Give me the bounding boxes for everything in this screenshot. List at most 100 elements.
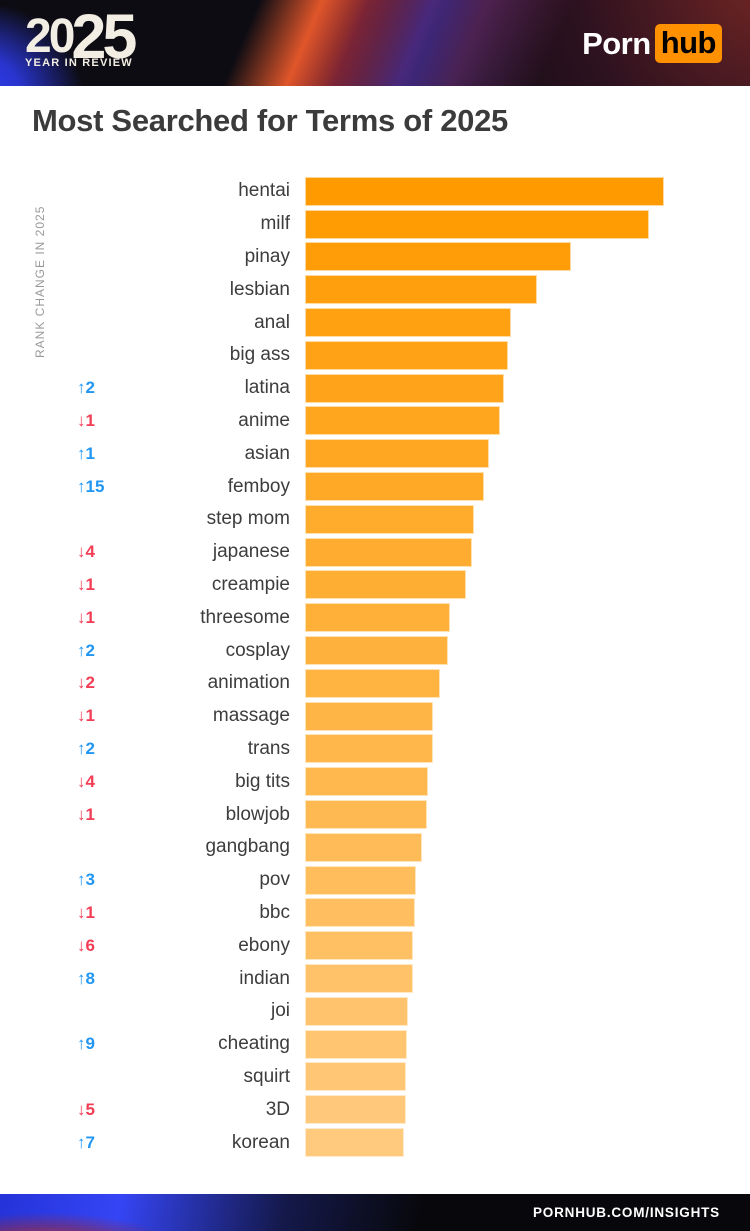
table-row: big ass bbox=[0, 339, 750, 372]
table-row: ↑9 cheating bbox=[0, 1028, 750, 1061]
term-bar bbox=[305, 1095, 406, 1125]
term-bar bbox=[305, 603, 451, 633]
term-bar bbox=[305, 734, 434, 764]
term-bar bbox=[305, 832, 423, 862]
term-label: indian bbox=[239, 967, 290, 989]
term-bar bbox=[305, 439, 490, 469]
term-bar bbox=[305, 537, 472, 567]
footer-banner: PORNHUB.COM/INSIGHTS bbox=[0, 1194, 750, 1231]
rank-change-indicator: ↑15 bbox=[77, 476, 105, 496]
table-row: ↑3 pov bbox=[0, 864, 750, 897]
logo-subtitle: YEAR IN REVIEW bbox=[25, 56, 133, 69]
table-row: ↑1 asian bbox=[0, 437, 750, 470]
term-bar bbox=[305, 898, 415, 928]
table-row: ↓1 blowjob bbox=[0, 798, 750, 831]
term-label: asian bbox=[244, 442, 290, 464]
term-bar bbox=[305, 668, 440, 698]
table-row: ↓2 animation bbox=[0, 667, 750, 700]
table-row: ↓4 big tits bbox=[0, 765, 750, 798]
rank-change-indicator: ↓2 bbox=[77, 673, 95, 693]
term-bar bbox=[305, 570, 466, 600]
term-bar bbox=[305, 275, 537, 305]
term-bar bbox=[305, 865, 416, 895]
term-label: cosplay bbox=[225, 639, 290, 661]
table-row: ↑7 korean bbox=[0, 1126, 750, 1159]
rank-change-indicator: ↓4 bbox=[77, 771, 95, 791]
term-label: cheating bbox=[218, 1033, 290, 1055]
table-row: ↓1 massage bbox=[0, 700, 750, 733]
term-bar bbox=[305, 242, 572, 272]
rank-change-indicator: ↓1 bbox=[77, 607, 95, 627]
term-label: squirt bbox=[243, 1065, 290, 1087]
table-row: lesbian bbox=[0, 273, 750, 306]
term-bar bbox=[305, 308, 512, 338]
table-row: ↓6 ebony bbox=[0, 929, 750, 962]
term-label: step mom bbox=[206, 508, 290, 530]
term-bar bbox=[305, 931, 414, 961]
term-label: pov bbox=[259, 869, 290, 891]
term-label: creampie bbox=[211, 573, 290, 595]
term-label: anal bbox=[254, 311, 290, 333]
term-label: massage bbox=[212, 705, 290, 727]
pornhub-logo: Porn hub bbox=[582, 24, 722, 63]
rank-change-indicator: ↑9 bbox=[77, 1034, 95, 1054]
term-label: 3D bbox=[265, 1098, 290, 1120]
rank-change-indicator: ↑1 bbox=[77, 443, 95, 463]
term-label: trans bbox=[247, 737, 290, 759]
term-bar bbox=[305, 996, 409, 1026]
term-label: latina bbox=[244, 377, 290, 399]
term-bar bbox=[305, 701, 434, 731]
term-bar bbox=[305, 800, 428, 830]
page-title: Most Searched for Terms of 2025 bbox=[32, 103, 508, 138]
rank-change-indicator: ↓1 bbox=[77, 706, 95, 726]
term-label: milf bbox=[260, 213, 290, 235]
term-label: japanese bbox=[212, 541, 290, 563]
term-label: ebony bbox=[238, 934, 290, 956]
term-bar bbox=[305, 1128, 405, 1157]
table-row: hentai bbox=[0, 175, 750, 208]
table-row: ↑2 cosplay bbox=[0, 634, 750, 667]
rank-change-indicator: ↓4 bbox=[77, 542, 95, 562]
rank-change-indicator: ↑7 bbox=[77, 1132, 95, 1152]
term-bar bbox=[305, 767, 429, 797]
term-label: threesome bbox=[200, 606, 290, 628]
term-bar bbox=[305, 176, 664, 206]
term-bar bbox=[305, 340, 508, 370]
pornhub-logo-hub: hub bbox=[654, 24, 722, 63]
term-label: anime bbox=[238, 409, 290, 431]
term-label: bbc bbox=[259, 901, 290, 923]
term-bar bbox=[305, 406, 500, 436]
term-label: big ass bbox=[229, 344, 290, 366]
term-label: big tits bbox=[235, 770, 290, 792]
chart-rows: hentai milf pinay lesbian anal big ass ↑2 latin… bbox=[0, 175, 750, 1159]
pornhub-logo-porn: Porn bbox=[582, 25, 651, 61]
term-label: hentai bbox=[238, 180, 290, 202]
table-row: ↑8 indian bbox=[0, 962, 750, 995]
table-row: ↓1 creampie bbox=[0, 569, 750, 602]
table-row: anal bbox=[0, 306, 750, 339]
table-row: squirt bbox=[0, 1061, 750, 1094]
term-label: gangbang bbox=[205, 836, 290, 858]
term-label: blowjob bbox=[225, 803, 290, 825]
table-row: milf bbox=[0, 208, 750, 241]
term-label: femboy bbox=[227, 475, 290, 497]
table-row: ↓1 threesome bbox=[0, 601, 750, 634]
rank-change-indicator: ↓1 bbox=[77, 902, 95, 922]
term-bar bbox=[305, 472, 485, 502]
rank-change-indicator: ↓1 bbox=[77, 410, 95, 430]
table-row: pinay bbox=[0, 241, 750, 274]
term-bar bbox=[305, 504, 475, 534]
rank-change-indicator: ↑8 bbox=[77, 968, 95, 988]
table-row: gangbang bbox=[0, 831, 750, 864]
term-bar bbox=[305, 964, 414, 994]
year-in-review-logo: 20 25 YEAR IN REVIEW bbox=[25, 6, 137, 69]
rank-change-indicator: ↓1 bbox=[77, 574, 95, 594]
table-row: step mom bbox=[0, 503, 750, 536]
rank-change-indicator: ↑2 bbox=[77, 738, 95, 758]
rank-change-indicator: ↓5 bbox=[77, 1099, 95, 1119]
term-bar bbox=[305, 209, 649, 239]
table-row: ↑15 femboy bbox=[0, 470, 750, 503]
header-banner: 20 25 YEAR IN REVIEW Porn hub bbox=[0, 0, 750, 86]
bar-chart: hentai milf pinay lesbian anal big ass ↑2 latin… bbox=[0, 175, 750, 1159]
